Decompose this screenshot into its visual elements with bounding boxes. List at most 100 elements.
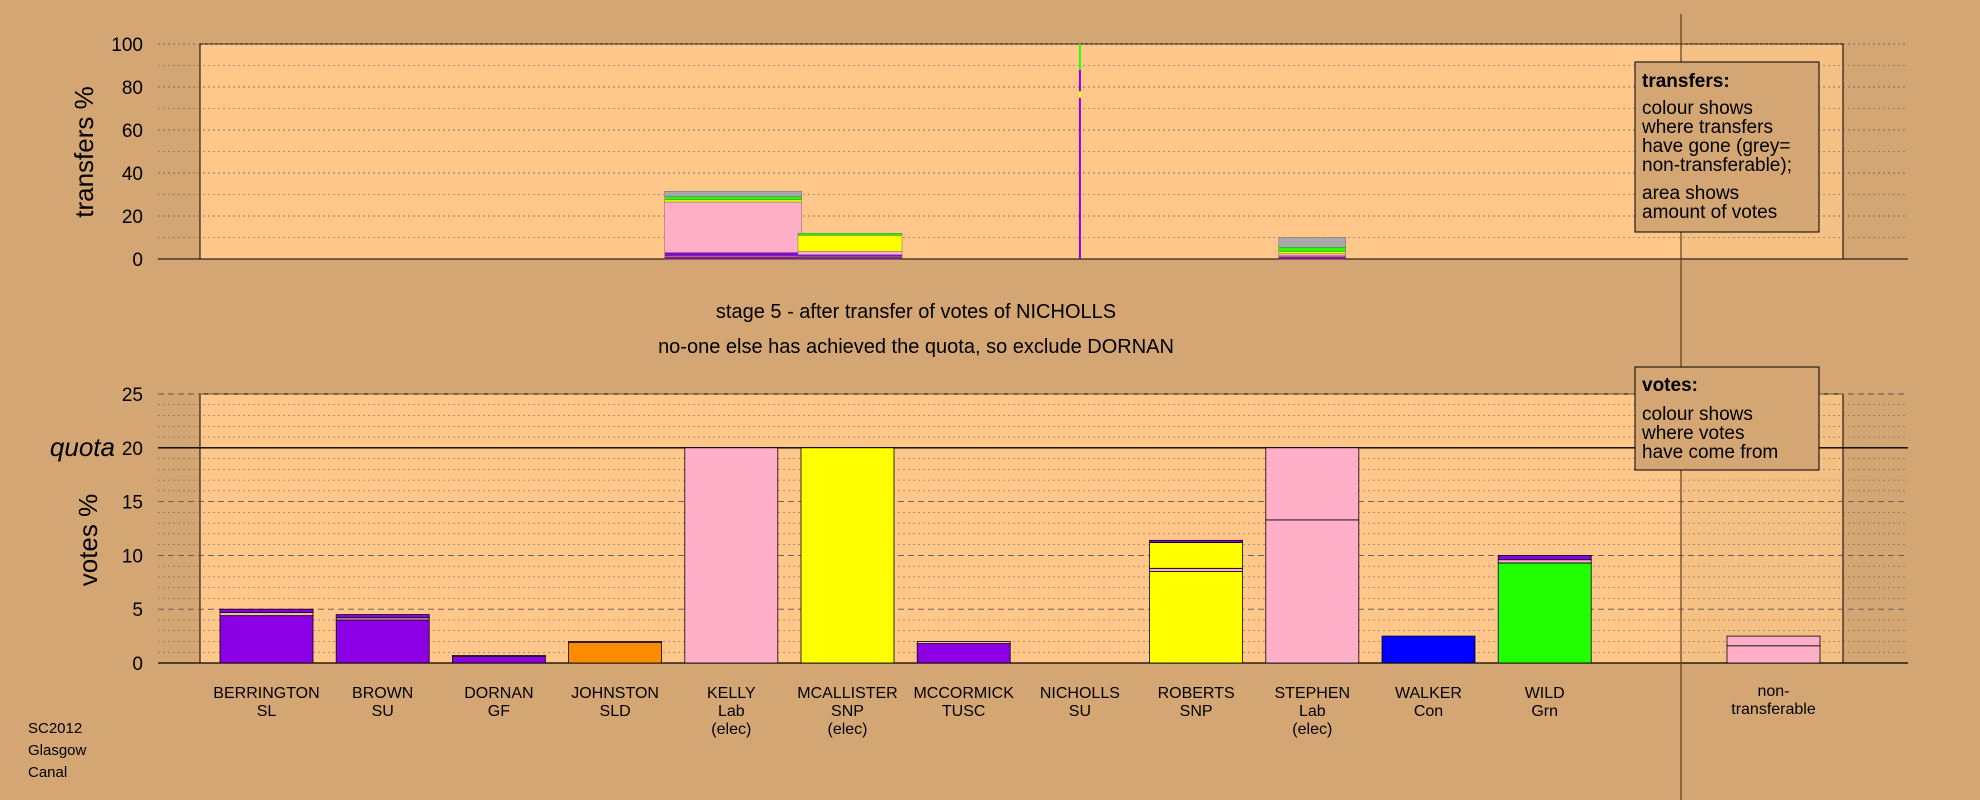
candidate-label: SL bbox=[257, 703, 277, 720]
vote-bar-segment bbox=[916, 643, 1011, 664]
transfer-bar-segment bbox=[1078, 237, 1081, 259]
vote-bar-segment bbox=[1265, 519, 1360, 664]
vote-bar-segment bbox=[1149, 539, 1243, 543]
vote-bar-segment bbox=[1149, 571, 1243, 664]
transfer-bar-segment bbox=[797, 254, 903, 257]
non-transferable-label: transferable bbox=[1731, 701, 1816, 718]
vote-bar-segment bbox=[1265, 447, 1360, 521]
votes-panel bbox=[199, 393, 1844, 664]
transfer-bar-segment bbox=[1078, 69, 1081, 92]
votes-legend-title: votes: bbox=[1642, 375, 1698, 396]
candidate-label: (elec) bbox=[711, 721, 751, 738]
transfer-bar-segment bbox=[664, 199, 802, 203]
transfer-bar-segment bbox=[664, 201, 802, 253]
vote-bar-segment bbox=[568, 641, 662, 643]
vote-bar-segment bbox=[219, 612, 314, 617]
vote-bar-segment bbox=[684, 447, 779, 664]
stage-line-2: no-one else has achieved the quota, so e… bbox=[658, 336, 1174, 358]
vote-bar-segment bbox=[451, 655, 546, 657]
votes-axis-title: votes % bbox=[73, 494, 103, 587]
transfer-bar-segment bbox=[1078, 91, 1081, 98]
quota-label: quota bbox=[50, 432, 115, 462]
transfers-legend-line: amount of votes bbox=[1642, 202, 1777, 223]
y-tick-label: 0 bbox=[132, 250, 143, 271]
vote-bar-segment bbox=[219, 608, 314, 613]
transfer-bar-segment bbox=[1078, 173, 1081, 195]
footer-line: Glasgow bbox=[28, 742, 87, 759]
transfers-bars bbox=[664, 44, 1347, 260]
vote-bar-segment bbox=[451, 656, 546, 664]
vote-bar-segment bbox=[916, 641, 1011, 645]
transfers-legend-box bbox=[1634, 61, 1820, 233]
vote-bar-segment bbox=[1497, 559, 1592, 564]
transfers-legend-line: have gone (grey= bbox=[1642, 136, 1790, 157]
y-tick-label: 40 bbox=[122, 164, 143, 185]
transfers-legend-title: transfers: bbox=[1642, 71, 1730, 92]
candidate-label: Lab bbox=[718, 703, 745, 720]
transfer-bar-segment bbox=[664, 191, 802, 197]
vote-bar-segment bbox=[1381, 635, 1476, 664]
transfer-bar-segment bbox=[797, 232, 903, 236]
candidate-label: MCALLISTER bbox=[797, 685, 897, 702]
vote-bar-segment bbox=[335, 614, 430, 619]
candidate-label: WALKER bbox=[1395, 685, 1462, 702]
vote-bar-segment bbox=[335, 619, 430, 664]
candidate-label: (elec) bbox=[827, 721, 867, 738]
y-tick-label: 0 bbox=[132, 654, 143, 675]
transfer-bar-segment bbox=[1278, 253, 1347, 256]
candidate-label: SNP bbox=[831, 703, 864, 720]
vote-bar-segment bbox=[1149, 542, 1243, 569]
vote-bar-segment bbox=[219, 615, 314, 664]
candidate-label: BROWN bbox=[352, 685, 413, 702]
transfer-bar-segment bbox=[1278, 246, 1347, 252]
y-tick-label: 5 bbox=[132, 600, 143, 621]
candidate-label: GF bbox=[488, 703, 510, 720]
candidate-label: KELLY bbox=[707, 685, 756, 702]
footer-line: Canal bbox=[28, 764, 67, 781]
non-transferable-bar-segment bbox=[1726, 635, 1821, 647]
votes-bars bbox=[219, 447, 1821, 664]
footer-line: SC2012 bbox=[28, 720, 82, 737]
transfer-bar-segment bbox=[1078, 44, 1081, 70]
candidate-label: JOHNSTON bbox=[571, 685, 659, 702]
candidate-label: Grn bbox=[1531, 703, 1558, 720]
y-tick-label: 25 bbox=[122, 385, 143, 406]
y-tick-label: 100 bbox=[111, 35, 143, 56]
candidate-label: SLD bbox=[600, 703, 631, 720]
candidate-label: BERRINGTON bbox=[213, 685, 319, 702]
transfers-legend-line: non-transferable); bbox=[1642, 155, 1792, 176]
transfer-bar-segment bbox=[1078, 194, 1081, 238]
candidate-label: (elec) bbox=[1292, 721, 1332, 738]
vote-bar-segment bbox=[568, 642, 662, 664]
transfer-bar-segment bbox=[664, 256, 802, 260]
candidate-labels: BERRINGTONSLBROWNSUDORNANGFJOHNSTONSLDKE… bbox=[213, 683, 1816, 738]
candidate-label: SNP bbox=[1180, 703, 1213, 720]
transfers-legend-line: area shows bbox=[1642, 183, 1739, 204]
votes-legend-line: where votes bbox=[1641, 423, 1744, 444]
transfer-bar-segment bbox=[1278, 251, 1347, 254]
y-tick-label: 20 bbox=[122, 439, 143, 460]
non-transferable-bar-segment bbox=[1726, 645, 1821, 664]
y-tick-label: 10 bbox=[122, 546, 143, 567]
y-tick-label: 60 bbox=[122, 121, 143, 142]
transfers-legend-line: where transfers bbox=[1641, 117, 1773, 138]
vote-bar-segment bbox=[1149, 567, 1243, 572]
transfer-bar-segment bbox=[1078, 97, 1081, 173]
transfers-y-ticks: 0 20 40 60 80 100 bbox=[111, 35, 143, 271]
candidate-label: Con bbox=[1414, 703, 1443, 720]
transfers-panel bbox=[199, 43, 1844, 260]
transfer-bar-segment bbox=[664, 196, 802, 201]
candidate-label: DORNAN bbox=[464, 685, 533, 702]
y-tick-label: 15 bbox=[122, 493, 143, 514]
vote-bar-segment bbox=[800, 447, 895, 664]
transfer-bar-segment bbox=[664, 252, 802, 256]
y-tick-label: 80 bbox=[122, 78, 143, 99]
candidate-label: STEPHEN bbox=[1275, 685, 1351, 702]
candidate-label: NICHOLLS bbox=[1040, 685, 1120, 702]
candidate-label: MCCORMICK bbox=[913, 685, 1014, 702]
transfer-bar-segment bbox=[1278, 256, 1347, 260]
votes-legend-line: colour shows bbox=[1642, 404, 1753, 425]
transfers-axis-title: transfers % bbox=[69, 86, 99, 218]
vote-bar-segment bbox=[1497, 562, 1592, 664]
